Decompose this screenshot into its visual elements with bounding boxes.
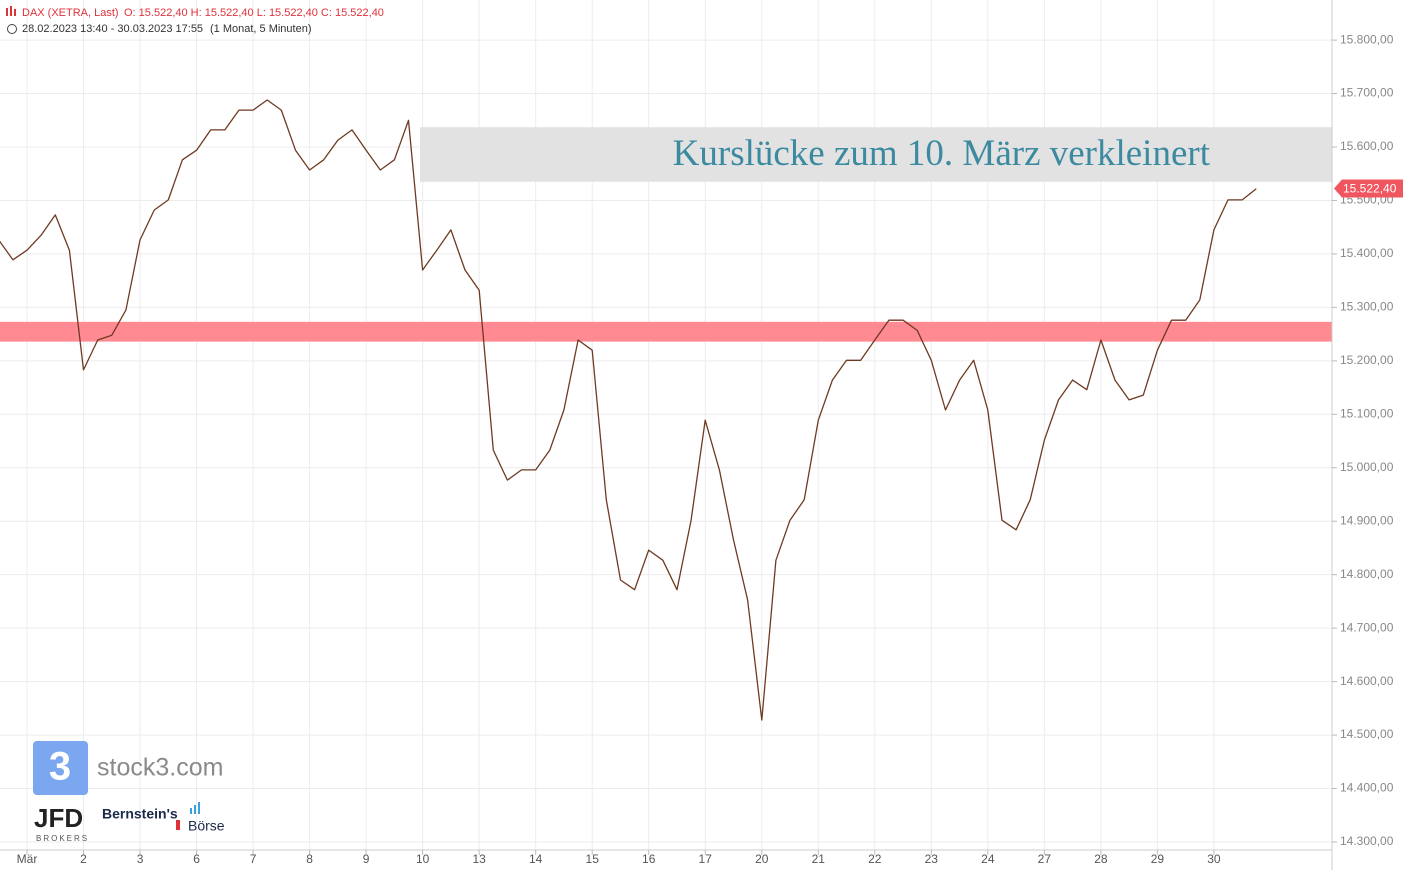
icon	[14, 9, 16, 16]
y-tick-label: 14.300,00	[1340, 834, 1394, 848]
y-tick-label: 14.600,00	[1340, 674, 1394, 688]
header: DAX (XETRA, Last) O: 15.522,40 H: 15.522…	[6, 6, 384, 35]
icon	[198, 802, 200, 814]
y-tick-label: 15.600,00	[1340, 139, 1394, 153]
logo-box	[33, 741, 88, 795]
period: (1 Monat, 5 Minuten)	[210, 23, 312, 35]
subtitle: 28.02.2023 13:40 - 30.03.2023 17:55	[22, 23, 203, 35]
x-tick-label: 3	[137, 852, 144, 866]
icon	[6, 8, 8, 16]
x-tick-label: 23	[925, 852, 939, 866]
y-tick-label: 15.300,00	[1340, 300, 1394, 314]
x-tick-label: 22	[868, 852, 882, 866]
x-tick-label: 27	[1038, 852, 1052, 866]
y-tick-label: 14.700,00	[1340, 620, 1394, 634]
x-tick-label: 15	[586, 852, 600, 866]
x-tick-label: 2	[80, 852, 87, 866]
icon	[7, 24, 17, 34]
y-tick-label: 15.400,00	[1340, 246, 1394, 260]
x-tick-label: 6	[193, 852, 200, 866]
logo-text: Börse	[188, 818, 225, 834]
zones: Kurslücke zum 10. März verkleinert	[0, 127, 1332, 342]
y-tick-label: 15.200,00	[1340, 353, 1394, 367]
y-tick-label: 14.400,00	[1340, 781, 1394, 795]
x-tick-label: 21	[812, 852, 826, 866]
y-tick-label: 15.700,00	[1340, 86, 1394, 100]
logo-text: BROKERS	[36, 834, 89, 843]
x-tick-label: 13	[472, 852, 486, 866]
x-tick-label: 8	[306, 852, 313, 866]
y-tick-label: 15.000,00	[1340, 460, 1394, 474]
y-tick-label: 14.900,00	[1340, 513, 1394, 527]
logo-text: Bernstein's	[102, 806, 178, 822]
quote: O: 15.522,40 H: 15.522,40 L: 15.522,40 C…	[124, 7, 384, 19]
annotation: Kurslücke zum 10. März verkleinert	[673, 133, 1211, 174]
y-tick-label: 14.800,00	[1340, 567, 1394, 581]
x-tick-label: 14	[529, 852, 543, 866]
logos: 3 stock3.com JFD BROKERS Bernstein's Bör…	[33, 741, 225, 843]
x-tick-label: 9	[363, 852, 370, 866]
last-price-tag	[1334, 179, 1403, 198]
x-tick-label: 16	[642, 852, 656, 866]
price-line	[0, 99, 1257, 721]
zone	[0, 321, 1332, 342]
icon	[176, 820, 180, 830]
logo-mark: 3	[49, 745, 71, 789]
x-tick-label: 28	[1094, 852, 1108, 866]
logo-text: JFD	[34, 803, 83, 833]
x-tick-label: Mär	[17, 852, 38, 866]
chart-title: DAX (XETRA, Last)	[22, 7, 119, 19]
zone	[420, 127, 1332, 182]
y-tick-label: 14.500,00	[1340, 727, 1394, 741]
logo-text: stock3.com	[97, 754, 223, 782]
x-tick-label: 7	[250, 852, 257, 866]
x-tick-label: 29	[1151, 852, 1165, 866]
x-tick-label: 24	[981, 852, 995, 866]
plot	[0, 99, 1257, 721]
y-tick-label: 15.800,00	[1340, 32, 1394, 46]
x-tick-label: 17	[699, 852, 713, 866]
x-tick-label: 10	[416, 852, 430, 866]
icon	[190, 808, 192, 814]
last-price-label: 15.522,40	[1343, 182, 1397, 196]
icon	[10, 6, 12, 16]
y-tick-label: 15.100,00	[1340, 406, 1394, 420]
icon	[194, 805, 196, 814]
x-tick-label: 30	[1207, 852, 1221, 866]
grid	[0, 0, 1332, 850]
x-tick-label: 20	[755, 852, 769, 866]
